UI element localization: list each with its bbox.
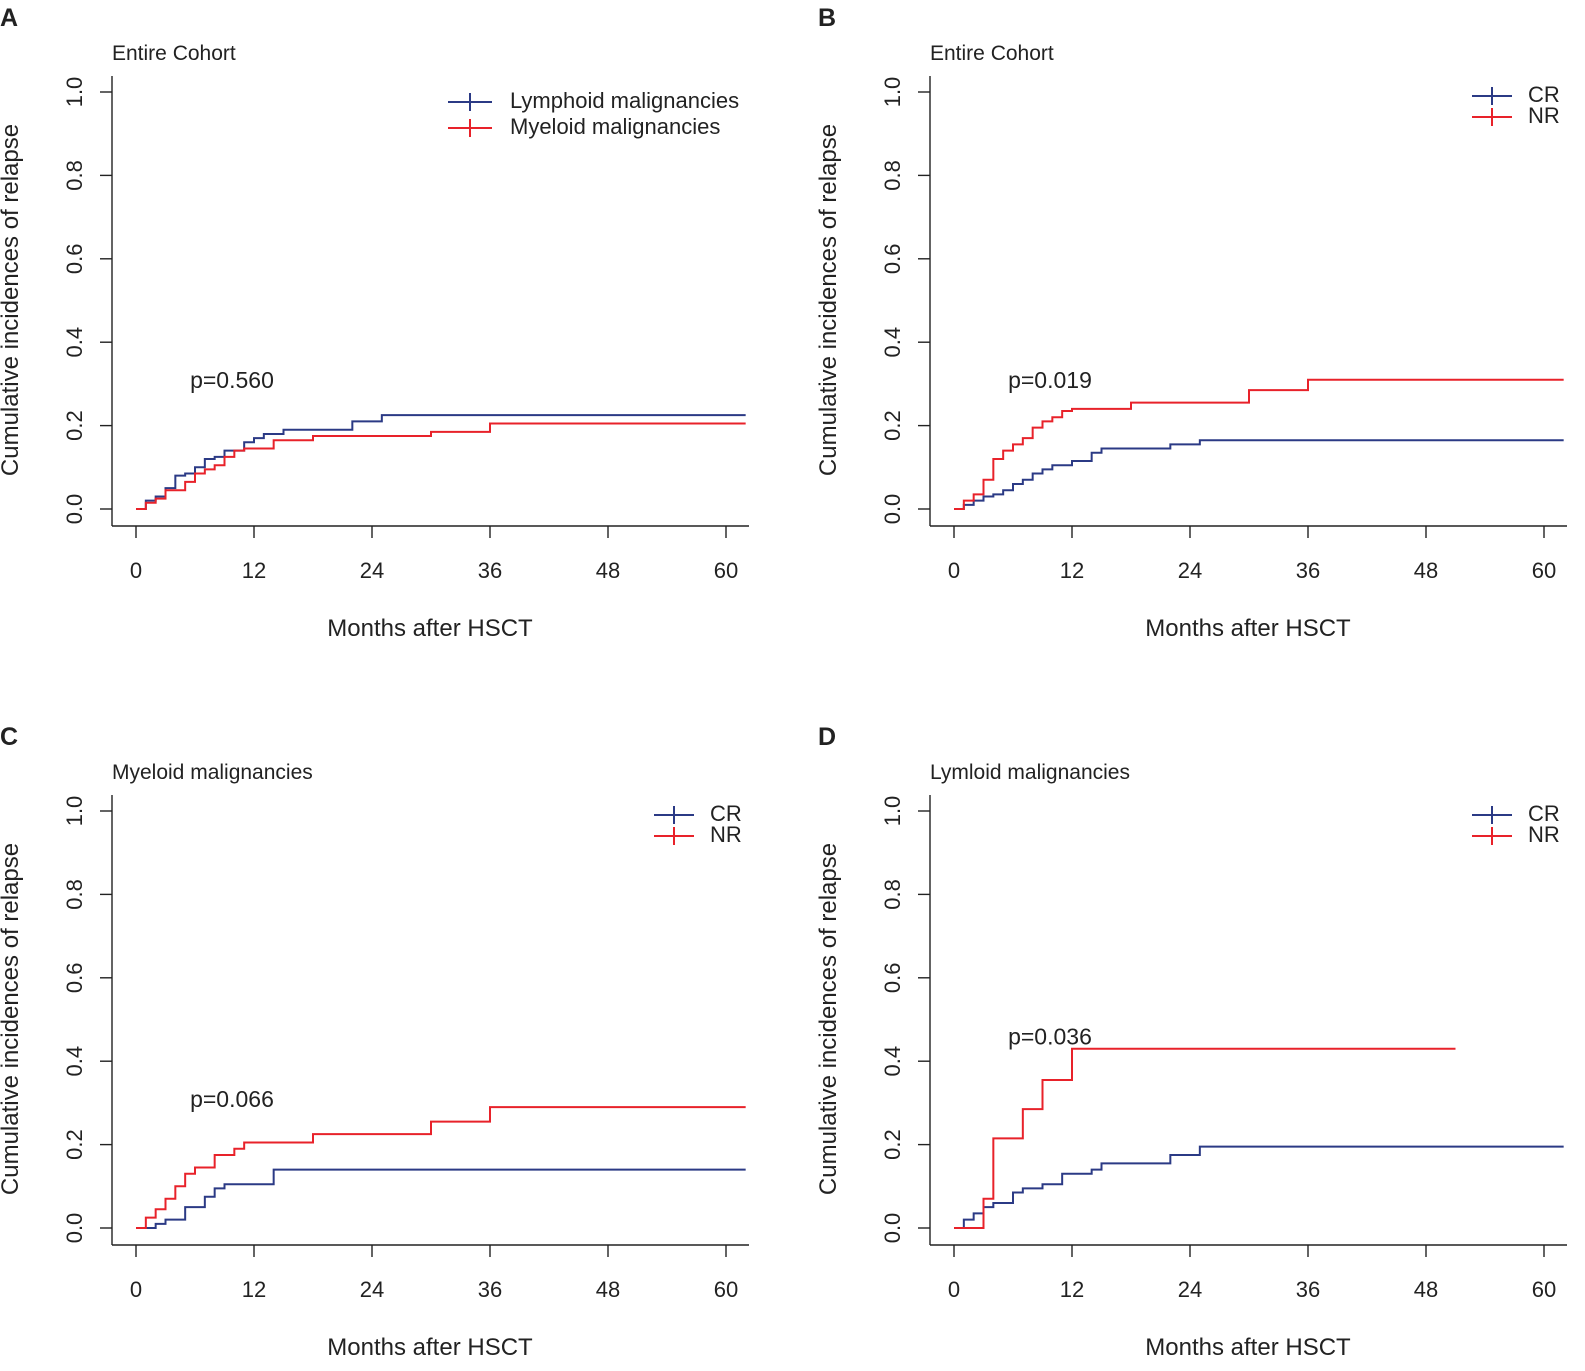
- y-tick-label: 1.0: [880, 796, 905, 827]
- x-tick-label: 12: [242, 558, 266, 583]
- chart-panel-d: D Lymloid malignancies 0.0 0.2 0.4 0.6 0.8 1.0 0…: [815, 723, 1567, 1361]
- y-axis-label: Cumulative incidences of relapse: [0, 124, 24, 476]
- y-tick-label: 0.8: [62, 879, 87, 910]
- p-value-label: p=0.560: [190, 367, 274, 393]
- panel-letter: C: [0, 723, 18, 751]
- x-tick-label: 48: [1414, 558, 1438, 583]
- y-axis-label: Cumulative incidences of relapse: [0, 843, 24, 1195]
- y-tick-label: 0.8: [880, 879, 905, 910]
- x-tick-label: 36: [1296, 558, 1320, 583]
- y-tick-label: 0.4: [880, 327, 905, 358]
- y-tick-label: 0.2: [880, 1129, 905, 1160]
- x-tick-label: 48: [1414, 1277, 1438, 1302]
- x-tick-label: 12: [242, 1277, 266, 1302]
- x-tick-label: 0: [130, 1277, 142, 1302]
- x-axis-label: Months after HSCT: [1145, 1334, 1351, 1361]
- legend-label-0: CR: [1528, 82, 1560, 107]
- y-axis-label: Cumulative incidences of relapse: [815, 843, 842, 1195]
- y-tick-label: 0.0: [880, 1213, 905, 1244]
- x-axis-label: Months after HSCT: [327, 1334, 533, 1361]
- y-tick-label: 0.6: [880, 963, 905, 994]
- series-line-cr: [136, 1168, 746, 1229]
- x-tick-label: 0: [948, 1277, 960, 1302]
- x-tick-label: 24: [360, 558, 384, 583]
- y-tick-label: 1.0: [62, 77, 87, 108]
- chart-title: Entire Cohort: [930, 42, 1054, 65]
- x-tick-label: 24: [360, 1277, 384, 1302]
- y-tick-label: 0.6: [62, 244, 87, 275]
- x-axis-label: Months after HSCT: [327, 615, 533, 642]
- x-tick-label: 48: [596, 558, 620, 583]
- y-tick-label: 0.6: [880, 244, 905, 275]
- legend-label-0: Lymphoid malignancies: [510, 88, 739, 113]
- series-line-nr: [954, 378, 1564, 510]
- legend-label-1: NR: [1528, 103, 1560, 128]
- p-value-label: p=0.019: [1008, 367, 1092, 393]
- chart-panel-c: C Myeloid malignancies 0.0 0.2 0.4 0.6 0.8 1.0 0…: [0, 723, 749, 1361]
- series-line-myeloid-malignancies: [136, 422, 746, 510]
- x-tick-label: 24: [1178, 558, 1202, 583]
- y-tick-label: 0.0: [62, 494, 87, 525]
- legend-label-1: NR: [710, 822, 742, 847]
- series-line-cr: [954, 1145, 1564, 1229]
- chart-title: Entire Cohort: [112, 42, 236, 65]
- y-axis-label: Cumulative incidences of relapse: [815, 124, 842, 476]
- legend-label-0: CR: [1528, 801, 1560, 826]
- y-tick-label: 1.0: [62, 796, 87, 827]
- legend-label-1: NR: [1528, 822, 1560, 847]
- x-tick-label: 12: [1060, 558, 1084, 583]
- x-tick-label: 12: [1060, 1277, 1084, 1302]
- p-value-label: p=0.036: [1008, 1024, 1092, 1050]
- y-tick-label: 0.2: [880, 410, 905, 441]
- series-line-nr: [136, 1106, 746, 1229]
- y-tick-label: 0.4: [880, 1046, 905, 1077]
- x-tick-label: 60: [714, 1277, 738, 1302]
- y-tick-label: 0.2: [62, 1129, 87, 1160]
- series-line-cr: [954, 439, 1564, 510]
- chart-panel-a: A Entire Cohort 0.0 0.2 0.4 0.6 0.8 1.0 0 12 24 36 4…: [0, 4, 749, 642]
- x-axis-label: Months after HSCT: [1145, 615, 1351, 642]
- panel-letter: A: [0, 4, 18, 32]
- y-tick-label: 0.0: [880, 494, 905, 525]
- p-value-label: p=0.066: [190, 1086, 274, 1112]
- x-tick-label: 36: [478, 558, 502, 583]
- y-tick-label: 0.4: [62, 1046, 87, 1077]
- chart-panel-b: B Entire Cohort 0.0 0.2 0.4 0.6 0.8 1.0 0 12 24 36 4…: [815, 4, 1567, 642]
- x-tick-label: 60: [1532, 1277, 1556, 1302]
- series-line-lymphoid-malignancies: [136, 414, 746, 510]
- y-tick-label: 0.8: [62, 160, 87, 191]
- chart-title: Lymloid malignancies: [930, 761, 1130, 784]
- legend-label-1: Myeloid malignancies: [510, 114, 720, 139]
- y-tick-label: 0.0: [62, 1213, 87, 1244]
- x-tick-label: 0: [130, 558, 142, 583]
- y-tick-label: 0.4: [62, 327, 87, 358]
- y-tick-label: 0.2: [62, 410, 87, 441]
- legend-label-0: CR: [710, 801, 742, 826]
- x-tick-label: 36: [1296, 1277, 1320, 1302]
- y-tick-label: 1.0: [880, 77, 905, 108]
- chart-title: Myeloid malignancies: [112, 761, 313, 784]
- panel-letter: B: [818, 4, 836, 32]
- y-tick-label: 0.8: [880, 160, 905, 191]
- x-tick-label: 60: [1532, 558, 1556, 583]
- x-tick-label: 48: [596, 1277, 620, 1302]
- x-tick-label: 60: [714, 558, 738, 583]
- panel-letter: D: [818, 723, 836, 751]
- x-tick-label: 0: [948, 558, 960, 583]
- x-tick-label: 36: [478, 1277, 502, 1302]
- series-line-nr: [954, 1047, 1456, 1229]
- x-tick-label: 24: [1178, 1277, 1202, 1302]
- y-tick-label: 0.6: [62, 963, 87, 994]
